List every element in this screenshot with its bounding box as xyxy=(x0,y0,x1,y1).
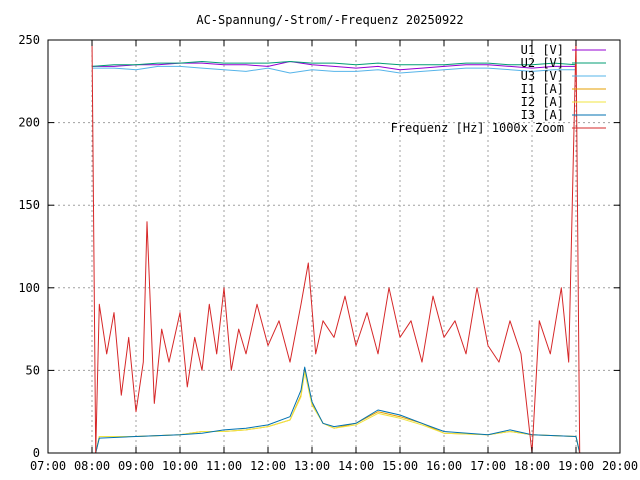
legend-label: U3 [V] xyxy=(521,69,564,83)
x-tick-label: 07:00 xyxy=(30,459,66,473)
series-line-0 xyxy=(92,61,576,71)
legend-label: I2 [A] xyxy=(521,95,564,109)
x-tick-label: 13:00 xyxy=(294,459,330,473)
x-axis: 07:00 08:00 09:00 10:00 11:00 12:00 13:00 14:00… xyxy=(30,40,638,473)
x-tick-label: 11:00 xyxy=(206,459,242,473)
grid xyxy=(48,40,620,453)
x-tick-label: 09:00 xyxy=(118,459,154,473)
legend-label: I1 [A] xyxy=(521,82,564,96)
x-tick-label: 17:00 xyxy=(470,459,506,473)
y-axis: 0 50 100 150 200 250 xyxy=(18,33,620,460)
x-tick-label: 18:00 xyxy=(514,459,550,473)
y-tick-label: 50 xyxy=(26,363,40,377)
series-line-6 xyxy=(91,39,581,454)
legend-label: I3 [A] xyxy=(521,108,564,122)
series-line-2 xyxy=(92,65,576,74)
legend-label: U1 [V] xyxy=(521,43,564,57)
plot-frame xyxy=(47,39,621,454)
x-tick-label: 20:00 xyxy=(602,459,638,473)
x-tick-label: 08:00 xyxy=(74,459,110,473)
y-tick-label: 200 xyxy=(18,116,40,130)
x-tick-label: 16:00 xyxy=(426,459,462,473)
series-line-5 xyxy=(95,366,581,454)
y-tick-label: 100 xyxy=(18,281,40,295)
x-tick-label: 19:00 xyxy=(558,459,594,473)
legend-label: Frequenz [Hz] 1000x Zoom xyxy=(391,121,564,135)
series-line-1 xyxy=(91,61,577,67)
x-tick-label: 14:00 xyxy=(338,459,374,473)
x-tick-label: 15:00 xyxy=(382,459,418,473)
legend: U1 [V]U2 [V]U3 [V]I1 [A]I2 [A]I3 [A]Freq… xyxy=(391,43,606,135)
chart-title: AC-Spannung/-Strom/-Frequenz 20250922 xyxy=(196,13,463,27)
x-tick-label: 12:00 xyxy=(250,459,286,473)
x-tick-label: 10:00 xyxy=(162,459,198,473)
y-tick-label: 0 xyxy=(33,446,40,460)
legend-label: U2 [V] xyxy=(521,56,564,70)
y-tick-label: 250 xyxy=(18,33,40,47)
y-tick-label: 150 xyxy=(18,198,40,212)
series-layer xyxy=(91,39,581,454)
